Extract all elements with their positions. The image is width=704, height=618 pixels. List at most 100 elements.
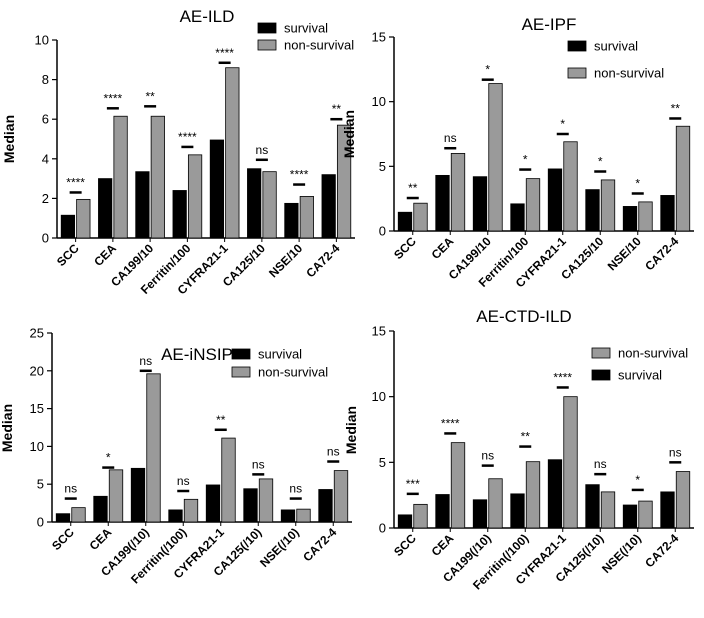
sig-label-1: * <box>106 451 111 465</box>
sig-label-0: *** <box>406 477 420 491</box>
chart-title: AE-IPF <box>522 15 577 34</box>
sig-label-2: ** <box>145 89 155 103</box>
legend-swatch-non-survival <box>231 366 251 378</box>
sig-label-2: ns <box>139 354 152 368</box>
bar-survival-3 <box>168 509 183 523</box>
bar-survival-5 <box>247 168 262 239</box>
bar-survival-5 <box>585 484 600 529</box>
y-tick-label: 10 <box>30 439 44 454</box>
chart-title: AE-ILD <box>180 7 235 26</box>
x-tick-label-6: NSE/10 <box>605 234 644 273</box>
sig-label-7: ns <box>327 445 340 459</box>
bar-non-survival-5 <box>600 491 616 529</box>
bar-non-survival-6 <box>638 500 653 529</box>
bar-non-survival-7 <box>675 125 691 232</box>
bar-survival-1 <box>93 495 108 523</box>
bar-non-survival-0 <box>71 507 86 523</box>
legend-swatch-survival <box>231 348 251 360</box>
y-tick-label: 0 <box>379 224 386 239</box>
sig-label-0: **** <box>66 175 85 189</box>
bar-non-survival-4 <box>221 437 236 523</box>
sig-label-6: ns <box>289 482 302 496</box>
y-tick-label: 5 <box>37 477 44 492</box>
bar-non-survival-1 <box>450 442 466 529</box>
bar-survival-1 <box>98 178 113 239</box>
sig-label-2: * <box>485 63 490 77</box>
legend-label-non-survival: non-survival <box>284 38 354 53</box>
bar-survival-0 <box>55 513 71 523</box>
y-tick-label: 10 <box>35 33 49 48</box>
sig-label-6: * <box>635 473 640 487</box>
bar-non-survival-7 <box>336 124 352 239</box>
sig-label-3: * <box>523 153 528 167</box>
bar-survival-7 <box>660 491 675 529</box>
x-tick-label-1: CEA <box>87 525 115 553</box>
bar-non-survival-2 <box>488 478 503 529</box>
bar-non-survival-6 <box>299 196 314 239</box>
x-tick-label-0: SCC <box>49 525 77 553</box>
sig-label-6: * <box>635 176 640 190</box>
panel-1: AE-IPFMedian051015**SCCnsCEA*CA199/10*Fe… <box>341 15 694 290</box>
bar-non-survival-2 <box>488 83 503 232</box>
panel-2: AE-iNSIPMedian0510152025nsSCC*CEAnsCA199… <box>0 326 352 587</box>
y-tick-label: 15 <box>30 401 44 416</box>
y-tick-label: 2 <box>42 191 49 206</box>
y-axis-label: Median <box>1 115 17 163</box>
x-tick-label-7: CA72-4 <box>300 525 339 564</box>
sig-label-4: * <box>560 117 565 131</box>
y-tick-label: 5 <box>379 455 386 470</box>
bar-non-survival-3 <box>187 154 203 239</box>
legend-label-survival: survival <box>284 21 328 36</box>
bar-survival-1 <box>435 174 450 232</box>
bar-non-survival-1 <box>450 152 466 232</box>
legend-swatch-survival <box>567 40 587 52</box>
bar-survival-3 <box>172 190 187 239</box>
y-tick-label: 10 <box>372 389 386 404</box>
panel-0: AE-ILDMedian0246810****SCC****CEA**CA199… <box>1 7 355 297</box>
bar-survival-2 <box>472 499 488 529</box>
bar-survival-0 <box>397 514 413 529</box>
legend-label-non-survival: non-survival <box>594 66 664 81</box>
legend-label-survival: survival <box>618 368 662 383</box>
legend-label-survival: survival <box>594 39 638 54</box>
sig-label-3: **** <box>178 130 197 144</box>
bar-survival-5 <box>243 488 258 523</box>
x-tick-label-7: CA72-4 <box>642 234 681 273</box>
bar-survival-6 <box>622 206 638 232</box>
bar-non-survival-3 <box>183 498 199 523</box>
y-tick-label: 4 <box>42 151 49 166</box>
bar-survival-2 <box>130 467 146 523</box>
bar-non-survival-7 <box>675 471 691 529</box>
sig-label-2: ns <box>481 449 494 463</box>
legend-swatch-survival <box>257 22 277 34</box>
x-tick-label-1: CEA <box>429 234 457 262</box>
bar-survival-4 <box>205 484 221 523</box>
legend-label-non-survival: non-survival <box>618 346 688 361</box>
sig-label-5: * <box>598 155 603 169</box>
sig-label-1: **** <box>441 416 460 430</box>
panel-3: AE-CTD-ILDMedian051015***SCC****CEAnsCA1… <box>343 307 694 593</box>
y-axis-label: Median <box>0 404 15 452</box>
y-tick-label: 6 <box>42 112 49 127</box>
y-tick-label: 0 <box>42 231 49 246</box>
y-tick-label: 0 <box>37 515 44 530</box>
y-tick-label: 10 <box>372 94 386 109</box>
legend-swatch-non-survival <box>567 67 587 79</box>
x-tick-label-7: CA72-4 <box>642 531 681 570</box>
bar-non-survival-6 <box>638 201 653 232</box>
bar-non-survival-4 <box>563 141 578 232</box>
y-tick-label: 15 <box>372 30 386 45</box>
x-tick-label-7: CA72-4 <box>303 241 342 280</box>
sig-label-0: ns <box>64 482 77 496</box>
bar-survival-7 <box>318 489 333 523</box>
legend-swatch-non-survival <box>591 347 611 359</box>
y-axis-label: Median <box>341 110 357 158</box>
x-tick-label-0: SCC <box>391 531 419 559</box>
x-tick-label-6: NSE(/10) <box>257 525 302 570</box>
sig-label-4: **** <box>553 370 572 384</box>
bar-non-survival-3 <box>525 461 541 529</box>
bar-survival-3 <box>510 493 525 529</box>
bar-non-survival-5 <box>258 478 274 523</box>
bar-non-survival-5 <box>262 171 277 239</box>
bar-survival-0 <box>397 211 413 232</box>
